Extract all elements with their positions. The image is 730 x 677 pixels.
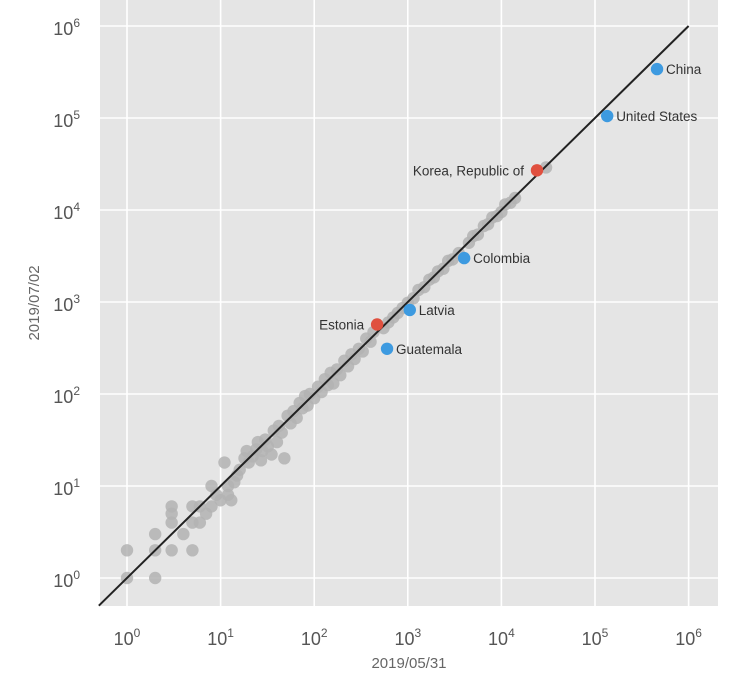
point-label: Latvia	[419, 303, 456, 318]
point-label: China	[666, 62, 702, 77]
point-label: Guatemala	[396, 342, 463, 357]
scatter-point	[177, 527, 190, 541]
tick-label: 100	[114, 626, 141, 649]
tick-label: 103	[53, 292, 80, 315]
scatter-point	[278, 452, 291, 465]
scatter-point	[218, 456, 231, 469]
scatter-point	[165, 516, 178, 529]
tick-label: 102	[53, 384, 80, 407]
highlight-point	[370, 318, 384, 331]
highlight-point	[600, 109, 614, 123]
tick-label: 103	[394, 626, 421, 649]
scatter-point	[270, 435, 284, 449]
point-label: Colombia	[473, 251, 531, 266]
point-label: Korea, Republic of	[413, 163, 524, 178]
scatter-point	[148, 527, 162, 541]
tick-label: 105	[53, 108, 80, 131]
scatter-point	[120, 544, 134, 557]
x-tick-labels: 100 101 102 103 104 105 106	[114, 626, 703, 649]
tick-label: 100	[53, 568, 80, 591]
tick-label: 104	[488, 626, 515, 649]
tick-label: 104	[53, 200, 80, 223]
y-tick-labels: 100 101 102 103 104 105 106	[53, 16, 80, 591]
highlight-point	[380, 342, 394, 355]
y-axis-label: 2019/07/02	[26, 265, 43, 340]
scatter-point	[186, 544, 199, 557]
tick-label: 102	[301, 626, 328, 649]
tick-label: 101	[207, 626, 234, 649]
highlight-point	[403, 303, 416, 317]
point-label: Estonia	[319, 317, 365, 332]
scatter-point	[165, 500, 178, 513]
reference-line	[98, 25, 690, 607]
scatter-point	[348, 352, 361, 366]
scatter-point	[265, 448, 278, 461]
tick-label: 106	[675, 626, 702, 649]
tick-label: 101	[53, 476, 80, 499]
tick-label: 105	[582, 626, 609, 649]
scatter-point	[225, 494, 238, 507]
tick-label: 106	[53, 16, 80, 39]
highlight-point	[457, 251, 471, 265]
scatter-point	[275, 426, 288, 439]
x-axis-label: 2019/05/31	[371, 655, 446, 672]
highlighted-points: China United States Korea, Republic of Colo…	[319, 62, 702, 357]
scatter-point	[193, 516, 207, 529]
scatter-point	[165, 544, 178, 557]
point-label: United States	[616, 109, 697, 124]
highlight-point	[650, 62, 664, 76]
scatter-point	[364, 335, 377, 348]
scatter-point	[148, 571, 162, 585]
scatter-point	[233, 463, 246, 476]
scatter-point	[205, 500, 218, 513]
highlight-point	[530, 164, 544, 177]
scatter-point	[327, 377, 340, 390]
scatter-point	[254, 454, 268, 467]
